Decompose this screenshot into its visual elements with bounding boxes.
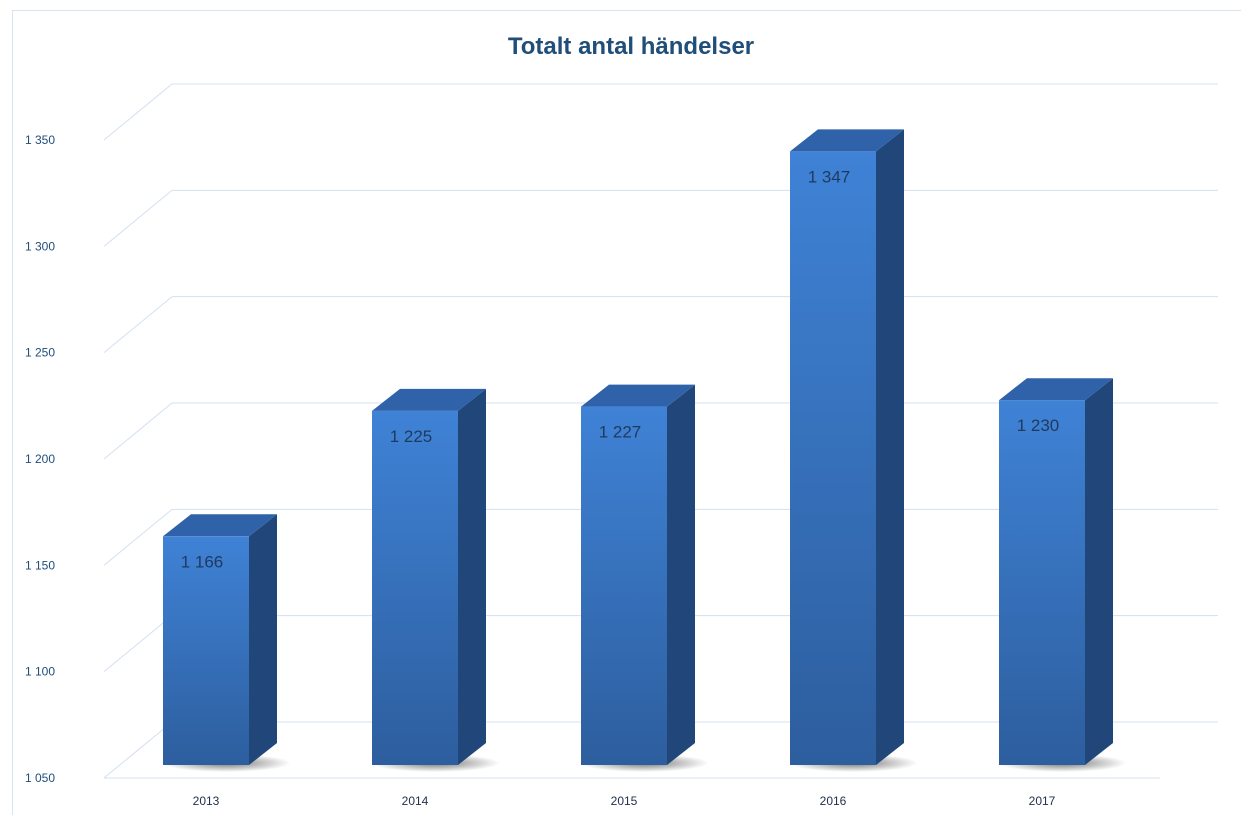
grid-line-side — [103, 189, 173, 247]
x-tick-label: 2014 — [402, 794, 429, 808]
bar-side — [1085, 378, 1113, 765]
bar — [581, 406, 667, 765]
data-label: 1 225 — [390, 427, 433, 446]
grid-line-side — [103, 83, 173, 141]
y-tick-label: 1 200 — [25, 452, 55, 466]
bar-side — [458, 388, 486, 765]
data-label: 1 347 — [808, 167, 851, 186]
bar-top — [790, 129, 904, 152]
bar-top — [581, 384, 695, 407]
x-tick-label: 2016 — [820, 794, 847, 808]
grid-line-side — [103, 508, 173, 566]
chart-title: Totalt antal händelser — [508, 33, 754, 60]
y-tick-label: 1 350 — [25, 133, 55, 147]
bar-top — [999, 378, 1113, 401]
y-tick-label: 1 050 — [25, 771, 55, 785]
x-axis: 2013 2014 2015 2016 2017 — [193, 794, 1056, 808]
y-tick-label: 1 150 — [25, 558, 55, 572]
y-tick-label: 1 250 — [25, 346, 55, 360]
x-tick-label: 2017 — [1029, 794, 1056, 808]
y-tick-label: 1 100 — [25, 665, 55, 679]
grid-line-side — [103, 296, 173, 354]
bar-side — [249, 514, 277, 765]
bar-top — [372, 388, 486, 411]
bar-side — [667, 384, 695, 765]
grid-line-side — [103, 721, 173, 779]
y-tick-label: 1 300 — [25, 239, 55, 253]
bar — [999, 400, 1085, 765]
bar-side — [876, 129, 904, 765]
grid-line-side — [103, 615, 173, 673]
grid-line-side — [103, 402, 173, 460]
bar — [372, 410, 458, 765]
bars: 1 166 1 225 1 227 1 347 1 230 — [161, 129, 1127, 772]
bar-top — [163, 514, 277, 537]
data-label: 1 230 — [1017, 416, 1060, 435]
data-label: 1 227 — [599, 423, 642, 442]
bar — [790, 151, 876, 765]
y-axis: 1 050 1 100 1 150 1 200 1 250 1 300 1 350 — [25, 133, 55, 785]
x-tick-label: 2013 — [193, 794, 220, 808]
x-tick-label: 2015 — [611, 794, 638, 808]
bar — [163, 536, 249, 765]
data-label: 1 166 — [181, 552, 224, 571]
